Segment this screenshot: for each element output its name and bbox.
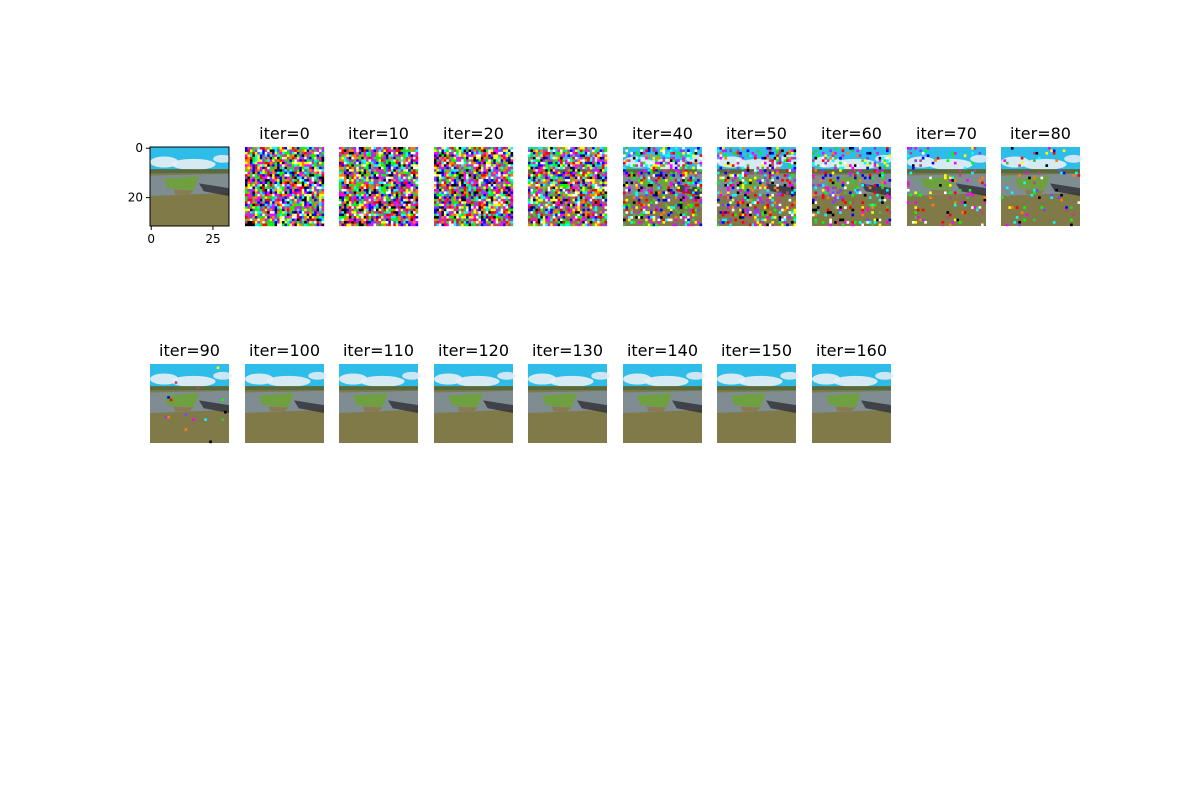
panel-title: iter=0 (259, 124, 310, 143)
iteration-panel: iter=80 (1001, 124, 1083, 226)
panel-title: iter=20 (443, 124, 504, 143)
panel-title: iter=30 (537, 124, 598, 143)
panel-title: iter=130 (532, 341, 603, 360)
iteration-panel: iter=20 (434, 124, 516, 226)
y-tick-label: 20 (128, 191, 143, 205)
iteration-panel: iter=60 (812, 124, 894, 226)
iteration-panel: iter=70 (907, 124, 989, 226)
panel-title: iter=70 (916, 124, 977, 143)
iteration-panel: iter=150 (717, 341, 799, 443)
panel-title: iter=110 (343, 341, 414, 360)
panel-title: iter=60 (821, 124, 882, 143)
panel-title: iter=80 (1010, 124, 1071, 143)
iteration-panel: iter=110 (339, 341, 421, 443)
iteration-panel: iter=50 (717, 124, 799, 226)
iteration-panel: iter=30 (528, 124, 610, 226)
iteration-panel: iter=160 (812, 341, 894, 443)
iteration-panel: iter=10 (339, 124, 421, 226)
panel-title: iter=90 (159, 341, 220, 360)
panel-title: iter=150 (721, 341, 792, 360)
panel-title: iter=120 (438, 341, 509, 360)
x-tick-label: 0 (147, 232, 155, 246)
iteration-panel: iter=100 (245, 341, 327, 443)
panel-title: iter=100 (249, 341, 320, 360)
iteration-panel: iter=120 (434, 341, 516, 443)
panel-title: iter=10 (348, 124, 409, 143)
panel-title: iter=140 (627, 341, 698, 360)
iteration-panel: iter=140 (623, 341, 705, 443)
iteration-panel: iter=40 (623, 124, 705, 226)
panel-title: iter=160 (816, 341, 887, 360)
panel-title: iter=50 (726, 124, 787, 143)
x-tick-label: 25 (205, 232, 220, 246)
iteration-panel: iter=90 (150, 341, 232, 443)
panel-title: iter=40 (632, 124, 693, 143)
iteration-panel: iter=130 (528, 341, 610, 443)
y-tick-label: 0 (135, 141, 143, 155)
